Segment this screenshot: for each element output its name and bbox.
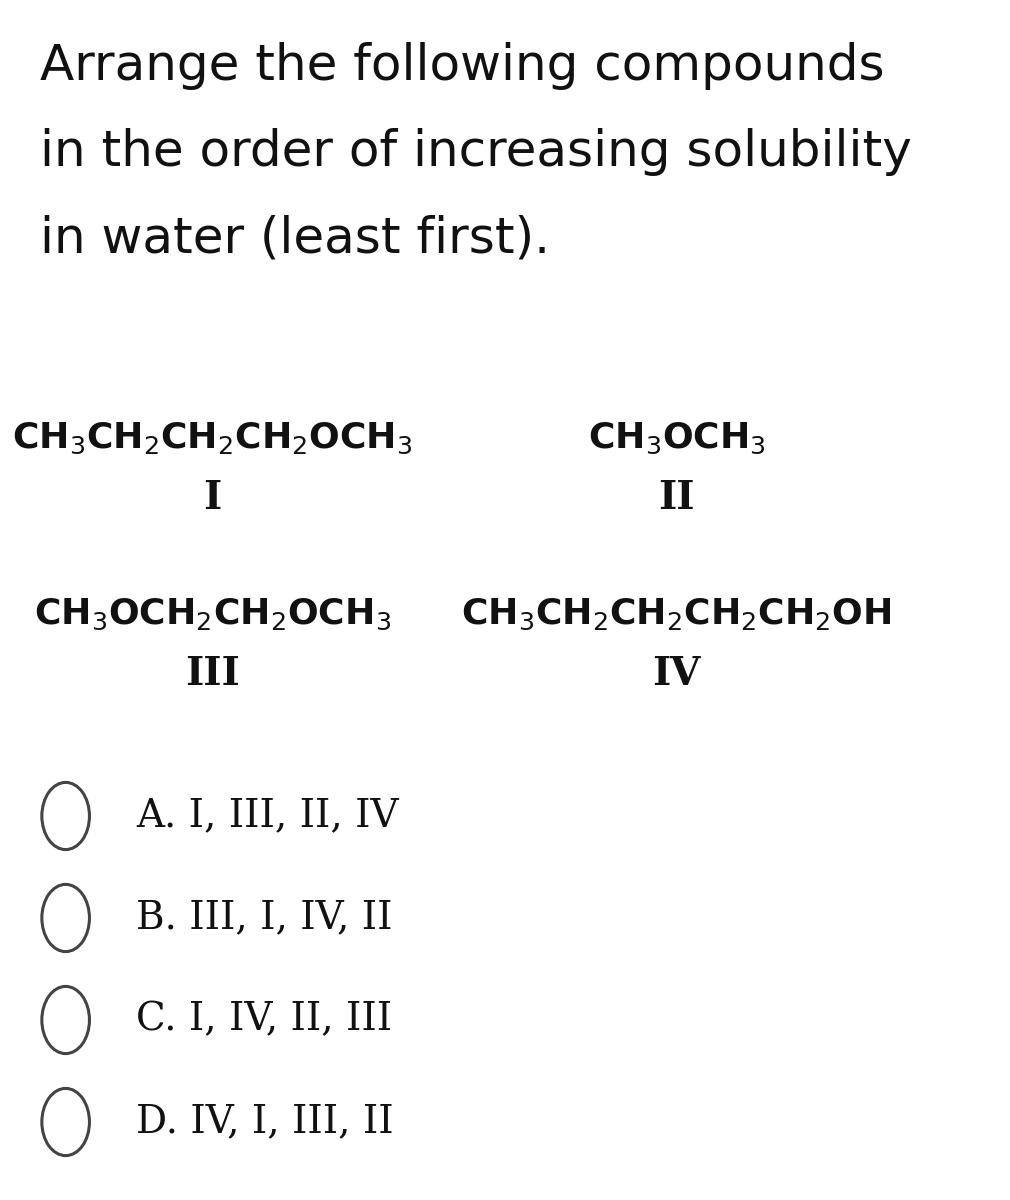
Text: CH$_3$CH$_2$CH$_2$CH$_2$OCH$_3$: CH$_3$CH$_2$CH$_2$CH$_2$OCH$_3$	[12, 420, 412, 456]
Text: B. III, I, IV, II: B. III, I, IV, II	[136, 900, 393, 936]
Text: I: I	[203, 479, 221, 517]
Text: in the order of increasing solubility: in the order of increasing solubility	[40, 128, 912, 176]
Text: D. IV, I, III, II: D. IV, I, III, II	[136, 1104, 394, 1140]
Text: C. I, IV, II, III: C. I, IV, II, III	[136, 1002, 393, 1038]
Text: CH$_3$OCH$_2$CH$_2$OCH$_3$: CH$_3$OCH$_2$CH$_2$OCH$_3$	[33, 596, 391, 632]
Text: CH$_3$CH$_2$CH$_2$CH$_2$CH$_2$OH: CH$_3$CH$_2$CH$_2$CH$_2$CH$_2$OH	[462, 596, 892, 632]
Text: A. I, III, II, IV: A. I, III, II, IV	[136, 798, 399, 834]
Text: II: II	[659, 479, 695, 517]
Text: IV: IV	[652, 655, 701, 694]
Text: Arrange the following compounds: Arrange the following compounds	[40, 42, 885, 90]
Text: in water (least first).: in water (least first).	[40, 215, 550, 263]
Text: III: III	[185, 655, 239, 694]
Text: CH$_3$OCH$_3$: CH$_3$OCH$_3$	[588, 420, 766, 456]
